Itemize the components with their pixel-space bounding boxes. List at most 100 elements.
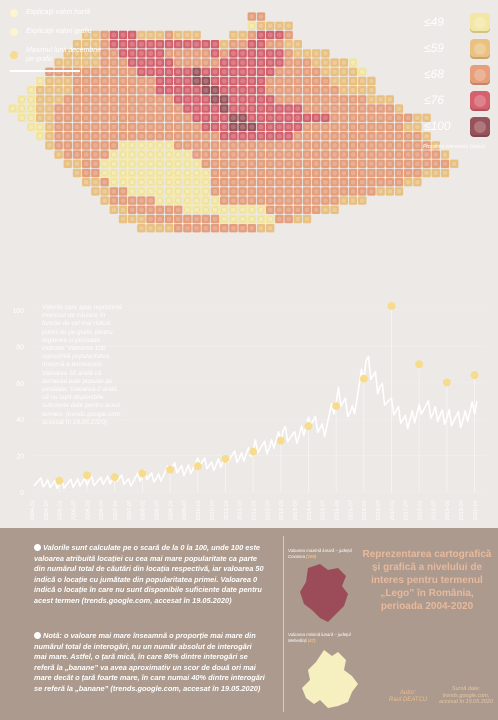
- lego-brick: [385, 187, 394, 196]
- lego-brick: [91, 168, 100, 178]
- lego-brick: [155, 58, 164, 67]
- lego-brick: [229, 30, 238, 40]
- lego-brick: [293, 141, 302, 150]
- lego-brick: [238, 141, 247, 150]
- lego-brick: [82, 58, 91, 67]
- lego-brick: [210, 67, 220, 76]
- lego-brick: [82, 159, 91, 168]
- lego-brick: [220, 224, 229, 233]
- lego-brick: [109, 187, 118, 196]
- lego-brick: [367, 95, 376, 104]
- lego-brick: [247, 122, 256, 132]
- lego-brick: [266, 95, 275, 104]
- y-tick-label: 100: [12, 308, 24, 315]
- lego-brick: [155, 122, 164, 132]
- x-tick-label: 2012-01: [251, 500, 257, 521]
- lego-brick: [266, 168, 275, 178]
- lego-brick: [358, 67, 367, 76]
- scale-caption: Procentul interesului (valori): [423, 144, 485, 150]
- lego-brick: [146, 95, 155, 104]
- lego-brick: [312, 187, 321, 196]
- lego-brick: [210, 95, 220, 104]
- lego-brick: [82, 113, 91, 122]
- lego-brick: [247, 30, 256, 40]
- december-peak-point: [332, 402, 341, 411]
- lego-brick: [348, 168, 358, 178]
- lego-brick: [266, 187, 275, 196]
- lego-brick: [266, 58, 275, 67]
- lego-brick: [404, 168, 413, 178]
- lego-brick: [192, 168, 201, 178]
- lego-brick: [348, 141, 358, 150]
- lego-brick: [137, 104, 146, 113]
- legend-dot-icon: [10, 8, 18, 17]
- y-tick-label: 40: [16, 417, 24, 424]
- lego-brick: [137, 95, 146, 104]
- lego-brick: [367, 104, 376, 113]
- lego-brick: [339, 187, 348, 196]
- lego-brick: [210, 196, 220, 205]
- lego-brick: [348, 178, 358, 187]
- lego-brick: [404, 150, 413, 159]
- lego-brick: [275, 205, 284, 214]
- lego-brick: [247, 113, 256, 122]
- lego-brick: [118, 122, 128, 132]
- lego-brick: [137, 76, 146, 86]
- lego-brick: [321, 168, 330, 178]
- lego-brick: [256, 12, 266, 21]
- lego-brick: [394, 187, 404, 196]
- lego-brick: [201, 86, 210, 95]
- lego-brick: [137, 58, 146, 67]
- lego-brick: [137, 187, 146, 196]
- lego-brick: [183, 76, 192, 86]
- lego-brick: [247, 141, 256, 150]
- lego-brick: [284, 141, 293, 150]
- bullet-icon: [34, 632, 41, 639]
- lego-brick: [164, 159, 174, 168]
- lego-brick: [284, 104, 293, 113]
- lego-brick: [174, 49, 183, 58]
- author-name: Raul DEATCU: [388, 697, 428, 703]
- scale-label: ≤100: [424, 119, 451, 133]
- y-tick-label: 20: [16, 454, 24, 461]
- lego-brick: [128, 95, 137, 104]
- lego-brick: [146, 159, 155, 168]
- lego-brick: [63, 49, 72, 58]
- lego-brick: [72, 86, 82, 95]
- lego-brick: [275, 150, 284, 159]
- lego-brick: [293, 205, 302, 214]
- lego-brick: [128, 159, 137, 168]
- lego-brick: [192, 159, 201, 168]
- lego-brick: [275, 132, 284, 141]
- lego-brick: [394, 104, 404, 113]
- lego-brick: [385, 104, 394, 113]
- lego-brick: [192, 104, 201, 113]
- lego-brick: [201, 122, 210, 132]
- lego-brick: [210, 150, 220, 159]
- lego-brick: [201, 224, 210, 233]
- lego-brick: [339, 86, 348, 95]
- lego-brick: [210, 205, 220, 214]
- lego-brick: [201, 132, 210, 141]
- lego-brick: [128, 113, 137, 122]
- lego-brick: [330, 113, 339, 122]
- lego-brick: [256, 86, 266, 95]
- lego-brick: [201, 150, 210, 159]
- lego-brick: [183, 104, 192, 113]
- lego-brick: [192, 49, 201, 58]
- scale-label: ≤68: [424, 67, 444, 81]
- lego-brick: [192, 214, 201, 224]
- lego-brick: [192, 30, 201, 40]
- lego-brick: [321, 132, 330, 141]
- lego-brick: [229, 113, 238, 122]
- lego-brick: [321, 104, 330, 113]
- lego-brick: [82, 30, 91, 40]
- lego-brick: [422, 168, 431, 178]
- lego-brick: [72, 76, 82, 86]
- lego-brick: [220, 122, 229, 132]
- lego-brick: [229, 49, 238, 58]
- lego-brick: [128, 49, 137, 58]
- lego-brick: [63, 150, 72, 159]
- lego-brick: [192, 187, 201, 196]
- lego-brick: [109, 86, 118, 95]
